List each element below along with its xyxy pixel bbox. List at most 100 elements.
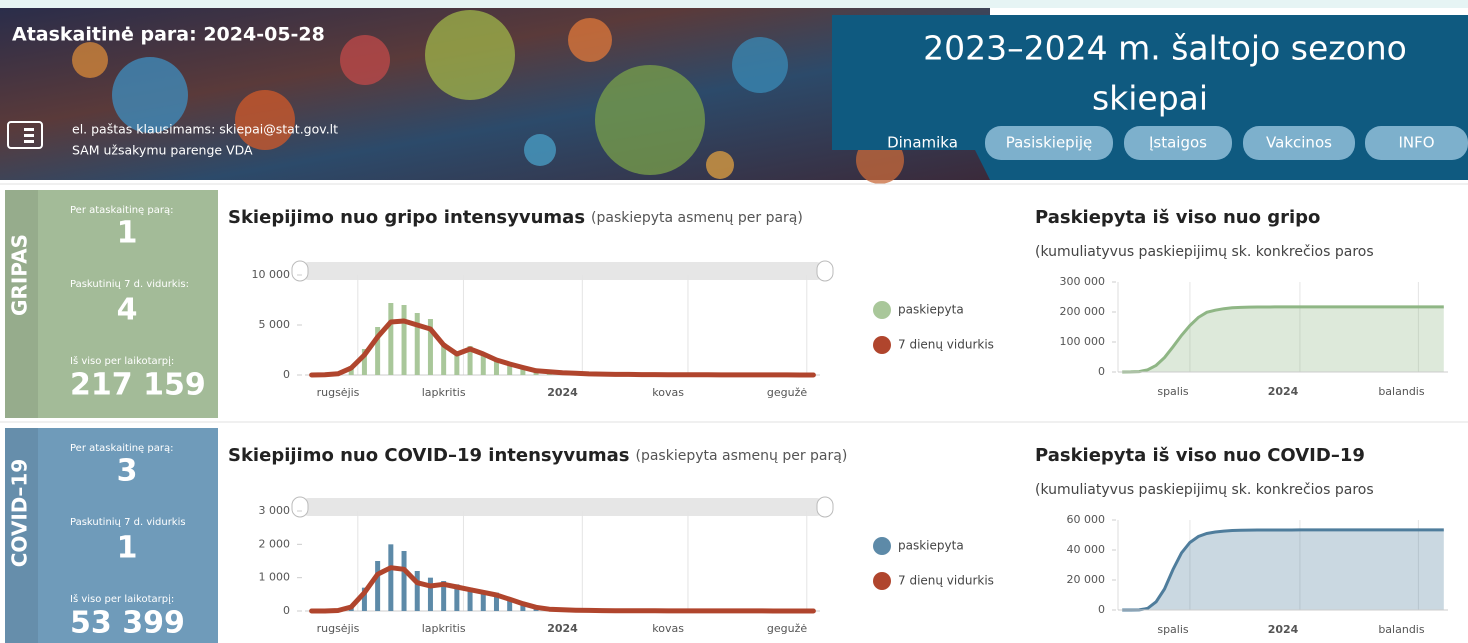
y-tick-label: 0: [283, 368, 290, 381]
bar: [454, 352, 460, 375]
legend-swatch[interactable]: [873, 301, 891, 319]
stat-label: Iš viso per laikotarpį:: [70, 355, 174, 367]
stat-value: 1: [117, 531, 138, 566]
stat-label: Paskutinių 7 d. vidurkis:: [70, 279, 189, 290]
y-tick-label: 0: [283, 604, 290, 617]
nav-tab[interactable]: [1124, 126, 1232, 160]
x-tick-label: 2024: [547, 386, 578, 399]
stat-value: 1: [117, 216, 138, 251]
range-slider[interactable]: [300, 498, 825, 516]
bar: [401, 551, 407, 611]
legend-swatch[interactable]: [873, 572, 891, 590]
range-slider[interactable]: [300, 262, 825, 280]
y-tick-label: 20 000: [1067, 573, 1106, 586]
legend-label[interactable]: paskiepyta: [898, 303, 964, 317]
stat-label: Iš viso per laikotarpį:: [70, 593, 174, 605]
bar: [414, 313, 420, 375]
nav-label[interactable]: INFO: [1398, 134, 1434, 152]
bar: [361, 349, 367, 375]
chart-title: Paskiepyta iš viso nuo gripo: [1035, 207, 1320, 228]
area-line: [1122, 528, 1444, 612]
y-tick-label: 40 000: [1067, 543, 1106, 556]
nav-tab[interactable]: [985, 126, 1113, 160]
nav-tab[interactable]: [1243, 126, 1355, 160]
legend-swatch[interactable]: [873, 537, 891, 555]
stat-value: 53 399: [70, 606, 185, 641]
panel-strip: [5, 190, 38, 418]
y-tick-label: 100 000: [1060, 335, 1106, 348]
bar: [520, 367, 526, 375]
stat-label: Paskutinių 7 d. vidurkis: [70, 517, 186, 528]
y-tick-label: 5 000: [259, 318, 291, 331]
x-tick-label: gegužė: [767, 386, 807, 399]
decor-blob: [524, 134, 556, 166]
nav-label[interactable]: Vakcinos: [1266, 134, 1332, 152]
logo-frame: [7, 121, 43, 149]
org: SAM užsakymu parenge VDA: [72, 143, 253, 158]
page-title: 2023–2024 m. šaltojo sezono: [923, 29, 1407, 68]
x-tick-label: kovas: [652, 622, 684, 635]
area-fill: [1122, 306, 1444, 372]
nav: Dinamika Pasiskiepiję Įstaigos Vakcinos INFO: [887, 126, 1468, 160]
bar: [441, 581, 447, 611]
nav-tab[interactable]: [1365, 126, 1468, 160]
header-decor: [72, 10, 904, 184]
nav-label[interactable]: Pasiskiepiję: [1006, 134, 1093, 152]
legend-label[interactable]: 7 dienų vidurkis: [898, 338, 994, 352]
chart-subtitle: (kumuliatyvus paskiepijimų sk. konkrečio…: [1035, 482, 1374, 498]
logo-bar: [24, 128, 34, 131]
decor-blob: [595, 65, 705, 175]
chart-title: Paskiepyta iš viso nuo COVID–19: [1035, 445, 1365, 466]
nav-label[interactable]: Įstaigos: [1149, 134, 1207, 152]
slider-handle[interactable]: [291, 260, 309, 282]
stat-value: 217 159: [70, 368, 206, 403]
bar: [388, 544, 394, 611]
bar: [520, 602, 526, 611]
slider-handle[interactable]: [816, 496, 834, 518]
decor-blob: [425, 10, 515, 100]
decor-blob: [706, 151, 734, 179]
avg-line: [309, 565, 816, 614]
panel: COVID–19 Per ataskaitinę parą:3 Paskutinių…: [0, 421, 1468, 643]
bar: [467, 587, 473, 611]
bar: [375, 327, 381, 375]
nav-label[interactable]: Dinamika: [887, 134, 958, 152]
y-tick-label: 10 000: [252, 268, 291, 281]
panel-label: GRIPAS: [8, 234, 32, 316]
report-date: Ataskaitinė para: 2024-05-28: [12, 24, 325, 46]
bar: [441, 343, 447, 375]
x-tick-label: balandis: [1378, 623, 1425, 636]
bar: [427, 319, 433, 375]
x-tick-label: 2024: [547, 622, 578, 635]
bar: [507, 597, 513, 611]
bar: [375, 561, 381, 611]
chart-title-main: Skiepijimo nuo gripo intensyvumas: [228, 207, 585, 228]
bar: [401, 305, 407, 375]
legend-label[interactable]: 7 dienų vidurkis: [898, 574, 994, 588]
x-tick-label: lapkritis: [422, 386, 466, 399]
slider-handle[interactable]: [291, 496, 309, 518]
chart-title-main: Skiepijimo nuo COVID–19 intensyvumas: [228, 445, 630, 466]
bar: [427, 577, 433, 611]
x-tick-label: kovas: [652, 386, 684, 399]
y-tick-label: 1 000: [259, 571, 291, 584]
x-tick-label: rugsėjis: [317, 386, 360, 399]
panel-edge: [218, 190, 222, 418]
x-tick-label: spalis: [1157, 385, 1189, 398]
decor-blob: [568, 18, 612, 62]
legend-label[interactable]: paskiepyta: [898, 539, 964, 553]
panel-side: [5, 428, 218, 643]
stat-label: Per ataskaitinę parą:: [70, 443, 173, 454]
panel-side: [5, 190, 218, 418]
decor-blob: [732, 37, 788, 93]
top-strip: [0, 0, 1468, 8]
decor-blob: [235, 90, 295, 150]
stat-label: Per ataskaitinę parą:: [70, 205, 173, 216]
y-tick-label: 2 000: [259, 537, 291, 550]
slider-handle[interactable]: [816, 260, 834, 282]
bar: [361, 587, 367, 611]
legend-swatch[interactable]: [873, 336, 891, 354]
